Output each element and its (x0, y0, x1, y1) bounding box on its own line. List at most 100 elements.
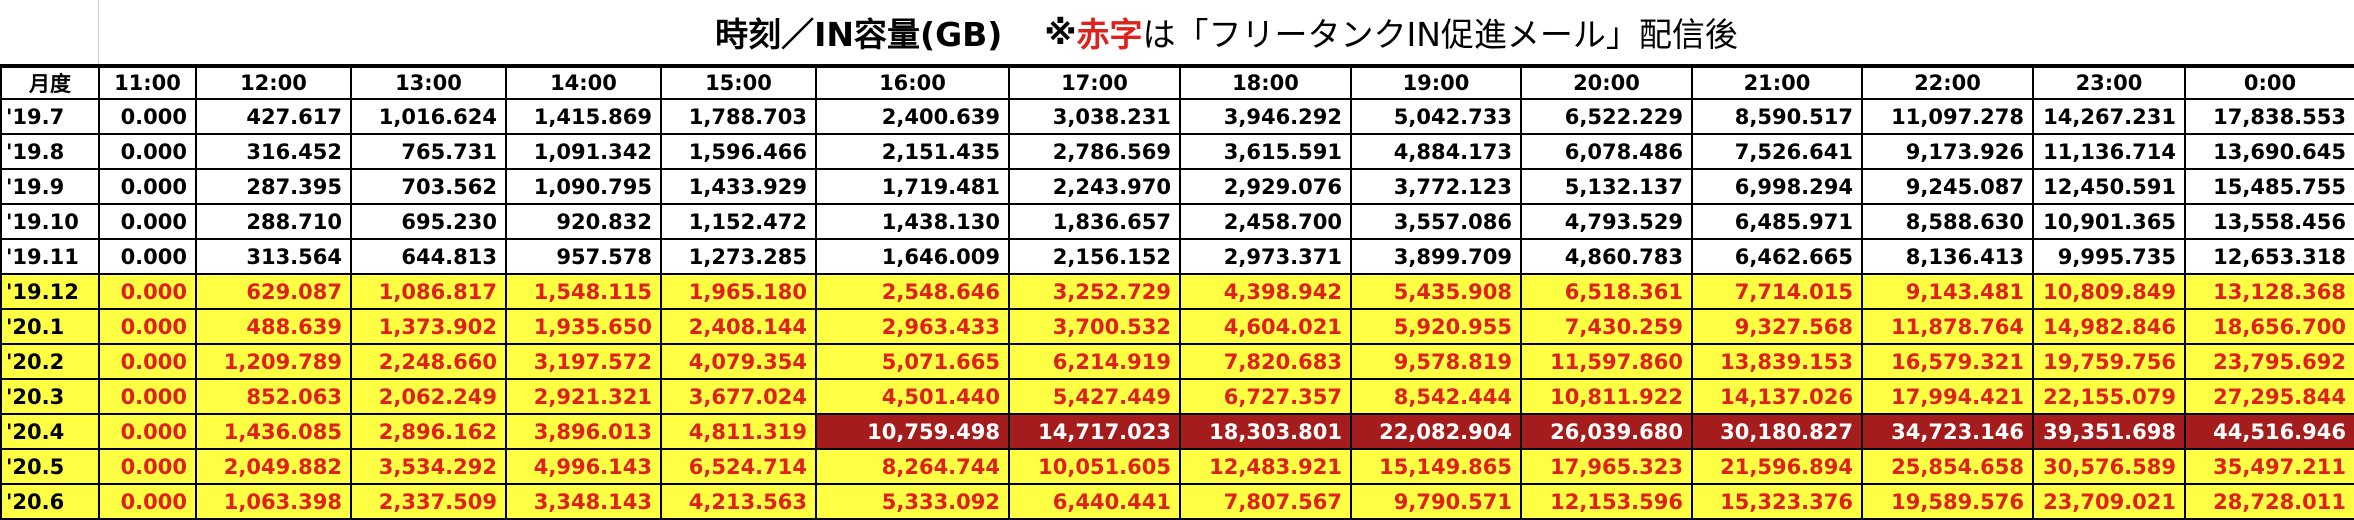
value-cell: 27,295.844 (2184, 378, 2354, 415)
value-cell: 4,213.563 (660, 483, 817, 520)
value-cell: 12,450.591 (2032, 168, 2186, 205)
value-cell: 12,483.921 (1179, 448, 1352, 485)
table-row: '20.2 0.000 1,209.789 2,248.660 3,197.572 4,0… (0, 343, 2354, 380)
title-red: 赤字 (1076, 15, 1143, 54)
value-cell: 1,965.180 (660, 273, 817, 310)
value-cell: 6,214.919 (1008, 343, 1181, 380)
value-cell: 13,839.153 (1691, 343, 1863, 380)
month-cell: '20.1 (0, 308, 100, 345)
value-cell: 0.000 (98, 413, 197, 450)
value-cell: 30,180.827 (1691, 413, 1863, 450)
value-cell: 34,723.146 (1861, 413, 2034, 450)
value-cell: 4,793.529 (1520, 203, 1693, 240)
value-cell: 9,790.571 (1350, 483, 1522, 520)
value-cell: 1,646.009 (815, 238, 1010, 275)
month-cell: '20.4 (0, 413, 100, 450)
value-cell: 10,811.922 (1520, 378, 1693, 415)
value-cell: 1,152.472 (660, 203, 817, 240)
value-cell: 5,132.137 (1520, 168, 1693, 205)
value-cell: 8,136.413 (1861, 238, 2034, 275)
value-cell: 2,548.646 (815, 273, 1010, 310)
value-cell: 0.000 (98, 378, 197, 415)
value-cell: 0.000 (98, 343, 197, 380)
value-cell: 1,436.085 (195, 413, 352, 450)
month-cell: '20.2 (0, 343, 100, 380)
value-cell: 2,921.321 (505, 378, 662, 415)
title-row: 時刻／IN容量(GB) ※ 赤字 は「フリータンクIN促進メール」配信後 (0, 0, 2354, 66)
value-cell: 7,526.641 (1691, 133, 1863, 170)
value-cell: 0.000 (98, 483, 197, 520)
value-cell: 3,534.292 (350, 448, 507, 485)
value-cell: 1,415.869 (505, 98, 662, 135)
value-cell: 0.000 (98, 133, 197, 170)
value-cell: 1,091.342 (505, 133, 662, 170)
value-cell: 3,772.123 (1350, 168, 1522, 205)
value-cell: 3,615.591 (1179, 133, 1352, 170)
value-cell: 6,440.441 (1008, 483, 1181, 520)
value-cell: 6,485.971 (1691, 203, 1863, 240)
header-cell: 17:00 (1008, 66, 1181, 100)
value-cell: 1,935.650 (505, 308, 662, 345)
header-cell: 15:00 (660, 66, 817, 100)
value-cell: 5,333.092 (815, 483, 1010, 520)
month-cell: '20.6 (0, 483, 100, 520)
value-cell: 17,965.323 (1520, 448, 1693, 485)
value-cell: 316.452 (195, 133, 352, 170)
title-blank (0, 0, 99, 64)
value-cell: 18,656.700 (2184, 308, 2354, 345)
value-cell: 12,153.596 (1520, 483, 1693, 520)
value-cell: 0.000 (98, 308, 197, 345)
value-cell: 12,653.318 (2184, 238, 2354, 275)
month-cell: '19.9 (0, 168, 100, 205)
header-cell: 22:00 (1861, 66, 2034, 100)
month-cell: '19.10 (0, 203, 100, 240)
value-cell: 13,690.645 (2184, 133, 2354, 170)
header-row: 月度 11:00 12:00 13:00 14:00 15:00 16:00 17:00 18:… (0, 66, 2354, 100)
value-cell: 2,408.144 (660, 308, 817, 345)
value-cell: 6,727.357 (1179, 378, 1352, 415)
month-cell: '19.12 (0, 273, 100, 310)
value-cell: 2,049.882 (195, 448, 352, 485)
header-cell: 11:00 (98, 66, 197, 100)
title-mark: ※ (1044, 12, 1077, 52)
value-cell: 2,151.435 (815, 133, 1010, 170)
value-cell: 6,998.294 (1691, 168, 1863, 205)
value-cell: 852.063 (195, 378, 352, 415)
value-cell: 28,728.011 (2184, 483, 2354, 520)
value-cell: 9,173.926 (1861, 133, 2034, 170)
value-cell: 1,273.285 (660, 238, 817, 275)
value-cell: 2,248.660 (350, 343, 507, 380)
value-cell: 1,438.130 (815, 203, 1010, 240)
month-cell: '19.11 (0, 238, 100, 275)
value-cell: 11,878.764 (1861, 308, 2034, 345)
value-cell: 10,901.365 (2032, 203, 2186, 240)
value-cell: 9,327.568 (1691, 308, 1863, 345)
value-cell: 4,884.173 (1350, 133, 1522, 170)
value-cell: 22,082.904 (1350, 413, 1522, 450)
value-cell: 26,039.680 (1520, 413, 1693, 450)
value-cell: 1,209.789 (195, 343, 352, 380)
value-cell: 15,149.865 (1350, 448, 1522, 485)
table-row: '20.4 0.000 1,436.085 2,896.162 3,896.013 4,8… (0, 413, 2354, 450)
value-cell: 4,604.021 (1179, 308, 1352, 345)
value-cell: 6,078.486 (1520, 133, 1693, 170)
value-cell: 765.731 (350, 133, 507, 170)
table-body: '19.7 0.000 427.617 1,016.624 1,415.869 1,788… (0, 98, 2354, 520)
value-cell: 6,518.361 (1520, 273, 1693, 310)
value-cell: 7,820.683 (1179, 343, 1352, 380)
value-cell: 1,788.703 (660, 98, 817, 135)
value-cell: 313.564 (195, 238, 352, 275)
title-main: 時刻／IN容量(GB) (715, 15, 1003, 54)
header-cell: 14:00 (505, 66, 662, 100)
value-cell: 1,086.817 (350, 273, 507, 310)
value-cell: 2,400.639 (815, 98, 1010, 135)
value-cell: 0.000 (98, 448, 197, 485)
value-cell: 17,994.421 (1861, 378, 2034, 415)
value-cell: 7,807.567 (1179, 483, 1352, 520)
value-cell: 1,548.115 (505, 273, 662, 310)
value-cell: 8,542.444 (1350, 378, 1522, 415)
value-cell: 4,860.783 (1520, 238, 1693, 275)
table-row: '19.9 0.000 287.395 703.562 1,090.795 1,433.9… (0, 168, 2354, 205)
value-cell: 957.578 (505, 238, 662, 275)
value-cell: 5,042.733 (1350, 98, 1522, 135)
